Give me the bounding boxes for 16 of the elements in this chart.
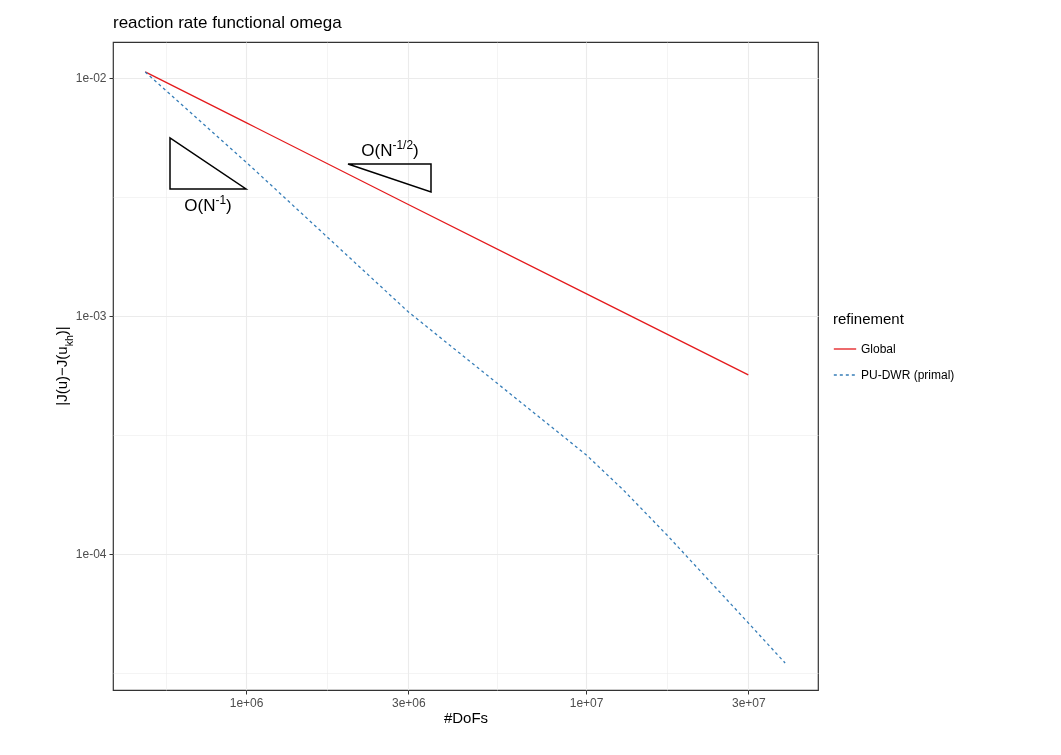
- legend-title: refinement: [833, 310, 905, 327]
- x-tick-label: 1e+07: [569, 695, 604, 710]
- x-axis-title: #DoFs: [443, 708, 489, 726]
- x-tick-label: 3e+07: [731, 695, 766, 710]
- legend-label: PU-DWR (primal): [861, 368, 955, 382]
- legend-label: Global: [861, 342, 896, 356]
- x-tick-label: 3e+06: [391, 695, 426, 710]
- y-tick-label: 1e-03: [75, 309, 107, 324]
- y-tick-label: 1e-02: [75, 71, 107, 86]
- chart-title: reaction rate functional omega: [113, 13, 343, 32]
- annotation: O(N$^{-1}$): [184, 193, 232, 215]
- y-tick-label: 1e-04: [75, 547, 107, 562]
- x-tick-label: 1e+06: [229, 695, 264, 710]
- slope-triangle-note: O(N$^{-1}$): [169, 136, 249, 215]
- slope-triangle-note: O(N$^{-1/2}$): [347, 138, 432, 194]
- annotation: O(N$^{-1/2}$): [361, 138, 419, 160]
